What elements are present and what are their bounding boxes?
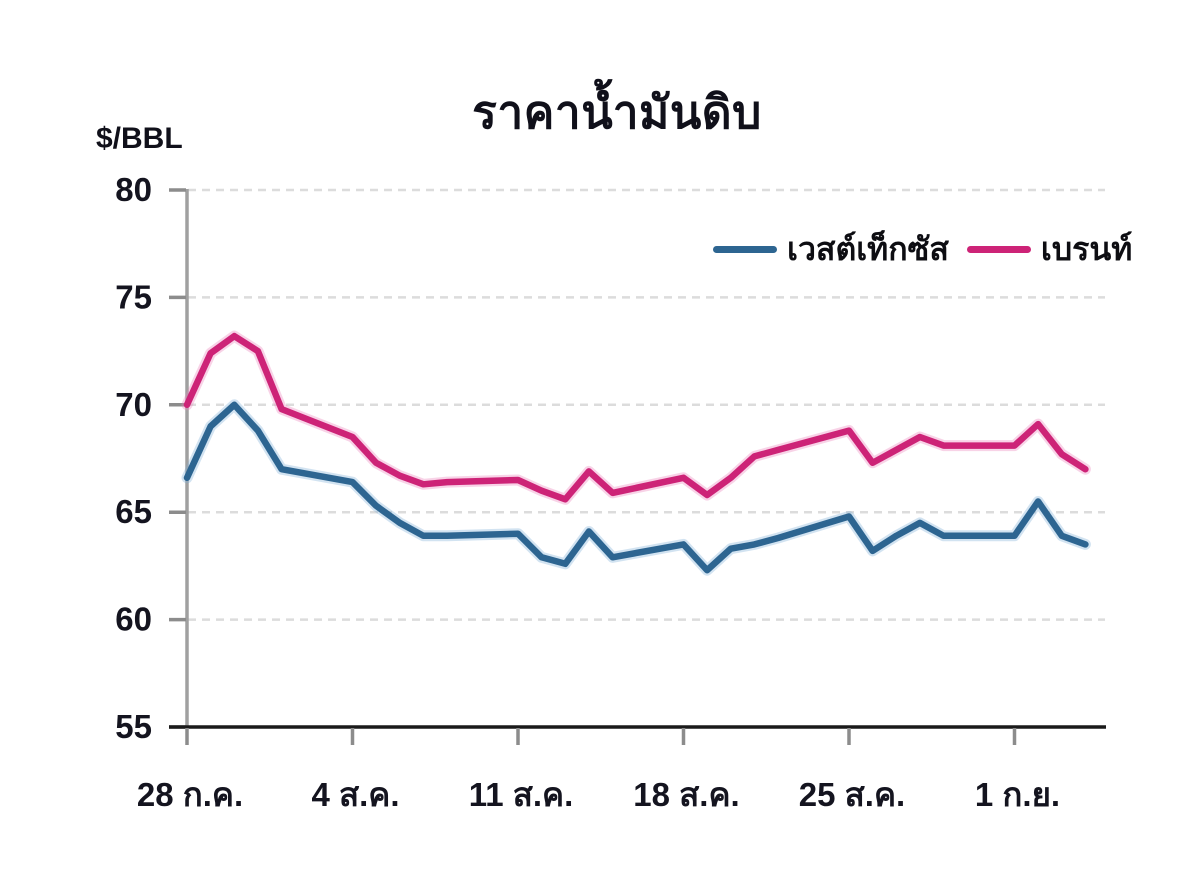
x-tick-label-21: 18 ส.ค. xyxy=(633,776,739,813)
y-tick-label-55: 55 xyxy=(115,708,152,745)
legend-item-west-texas: เวสต์เท็กซัส xyxy=(713,224,949,275)
x-tick-label-35: 1 ก.ย. xyxy=(975,776,1060,813)
brent-line-swatch xyxy=(966,245,1031,253)
brent-line xyxy=(183,332,1089,503)
y-axis-unit-label: $/BBL xyxy=(96,122,183,155)
legend-item-brent: เบรนท์ xyxy=(966,224,1133,275)
y-tick-label-65: 65 xyxy=(115,493,152,530)
x-tick-label-14: 11 ส.ค. xyxy=(469,776,574,813)
west-texas-line-swatch xyxy=(713,245,777,253)
chart-title: ราคาน้ำมันดิบ xyxy=(472,86,762,138)
legend-label-west-texas: เวสต์เท็กซัส xyxy=(787,230,949,267)
x-tick-label-7: 4 ส.ค. xyxy=(311,776,399,813)
y-tick-label-80: 80 xyxy=(115,171,152,208)
x-tick-label-28: 25 ส.ค. xyxy=(799,776,905,813)
y-tick-label-75: 75 xyxy=(115,278,152,315)
x-tick-label-0: 28 ก.ค. xyxy=(137,776,243,813)
legend-label-brent: เบรนท์ xyxy=(1040,230,1133,267)
y-tick-label-60: 60 xyxy=(115,601,152,638)
legend: เวสต์เท็กซัส เบรนท์ xyxy=(713,228,1132,270)
y-tick-label-70: 70 xyxy=(115,386,152,423)
west-texas-line xyxy=(183,401,1089,574)
